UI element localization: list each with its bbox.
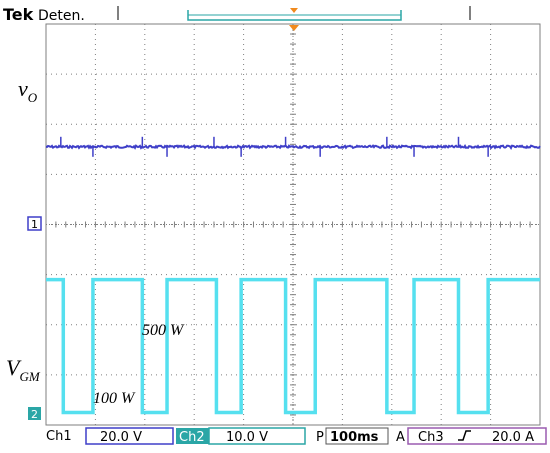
trigger-channel: Ch3 [418,430,444,445]
vgm-label: VGM [6,355,41,384]
trigger-box [407,427,547,445]
trigger-position-top-icon [290,8,298,13]
ch1-scale-box [85,427,174,445]
ch2-ground-marker: 2 [28,407,41,421]
ch1-scale: 20.0 V [100,430,142,445]
trigger-level: 20.0 A [492,430,534,445]
vo-label: vO [18,76,38,105]
ch1-ground-marker: 1 [27,216,42,231]
low-power-label: 100 W [93,390,136,407]
acquisition-status: Deten. [38,8,85,24]
footer-bar: Ch1 20.0 V Ch2 10.0 V P 100ms A Ch3 20.0… [46,427,547,445]
vo-trace [45,143,541,150]
time-scale: 100ms [330,430,379,445]
high-power-label: 500 W [142,322,185,339]
rising-edge-icon [458,430,471,441]
trigger-prefix: A [396,430,405,445]
trigger-position-icon [289,25,299,31]
ch1-marker-label: 1 [31,218,38,231]
time-scale-box [325,427,389,445]
ch2-name: Ch2 [179,430,205,445]
brand-logo: Tek [3,5,34,24]
trace-layer [45,136,541,415]
graticule-grid [45,23,541,426]
ch2-name-badge [176,428,209,444]
ch2-scale: 10.0 V [226,430,268,445]
time-prefix: P [316,430,324,445]
ch1-name: Ch1 [46,429,72,444]
ch2-scale-box [208,427,306,445]
ch2-marker-label: 2 [31,408,38,421]
vgm-trace [46,277,540,415]
